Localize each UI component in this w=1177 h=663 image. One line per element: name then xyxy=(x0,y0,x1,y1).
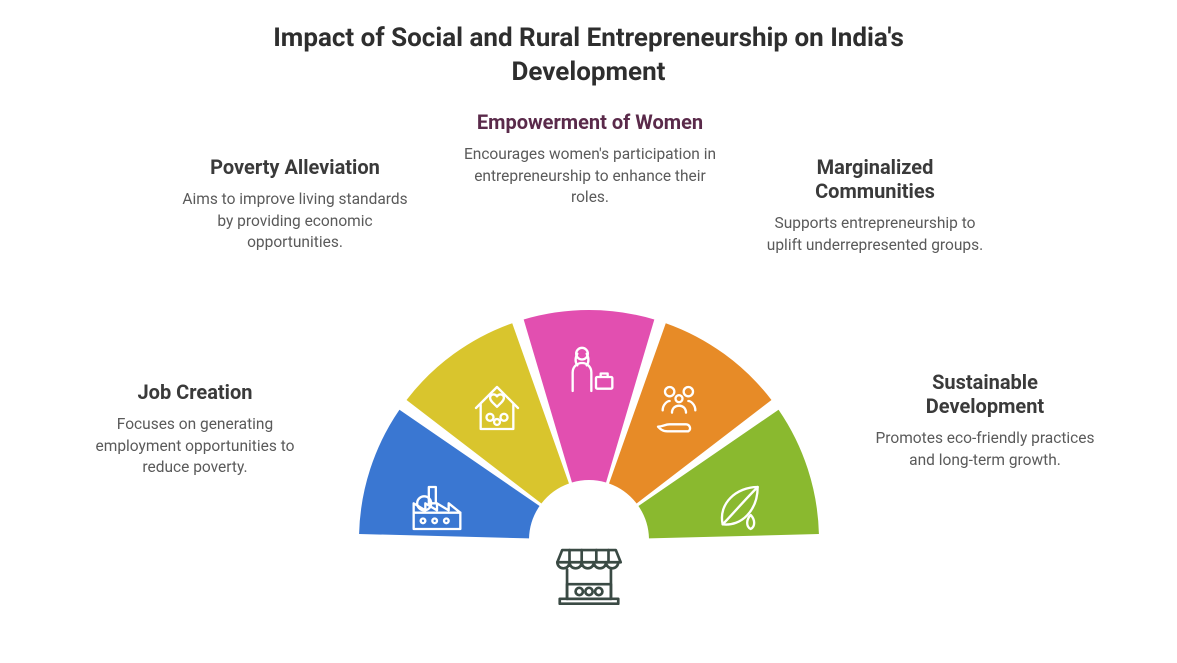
label-marginalized: Marginalized Communities Supports entrep… xyxy=(755,155,995,256)
page-title: Impact of Social and Rural Entrepreneurs… xyxy=(229,22,949,90)
woman-briefcase-icon xyxy=(561,342,617,398)
heading-marginalized: Marginalized Communities xyxy=(755,155,995,203)
heading-poverty-alleviation: Poverty Alleviation xyxy=(180,155,410,179)
factory-icon xyxy=(409,480,465,536)
label-empowerment-women: Empowerment of Women Encourages women's … xyxy=(460,110,720,209)
leaf-drop-icon xyxy=(711,480,767,536)
market-stall-icon xyxy=(545,528,633,616)
label-poverty-alleviation: Poverty Alleviation Aims to improve livi… xyxy=(180,155,410,254)
body-poverty-alleviation: Aims to improve living standards by prov… xyxy=(180,189,410,254)
fan-chart xyxy=(349,290,829,610)
people-hand-icon xyxy=(651,380,707,436)
body-job-creation: Focuses on generating employment opportu… xyxy=(80,414,310,479)
house-family-icon xyxy=(469,380,525,436)
heading-empowerment-women: Empowerment of Women xyxy=(460,110,720,134)
body-marginalized: Supports entrepreneurship to uplift unde… xyxy=(755,213,995,256)
body-sustainable: Promotes eco-friendly practices and long… xyxy=(875,428,1095,471)
label-job-creation: Job Creation Focuses on generating emplo… xyxy=(80,380,310,479)
heading-sustainable: Sustainable Development xyxy=(875,370,1095,418)
heading-job-creation: Job Creation xyxy=(80,380,310,404)
label-sustainable: Sustainable Development Promotes eco-fri… xyxy=(875,370,1095,471)
body-empowerment-women: Encourages women's participation in entr… xyxy=(460,144,720,209)
